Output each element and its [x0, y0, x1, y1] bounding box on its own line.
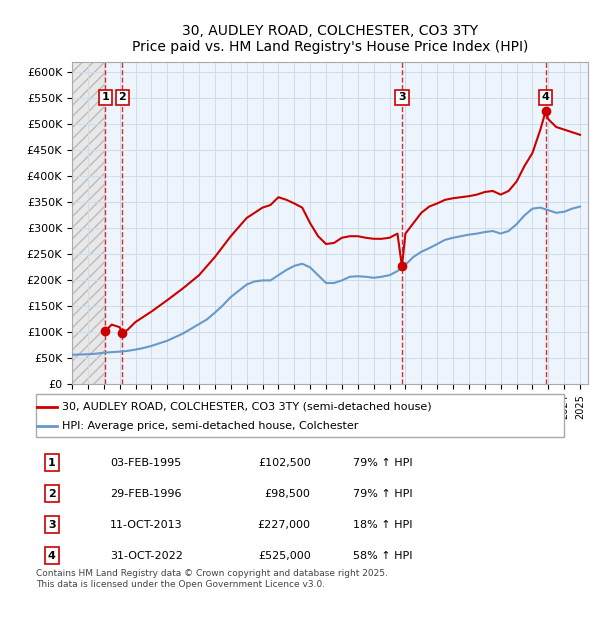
Text: 79% ↑ HPI: 79% ↑ HPI: [353, 489, 412, 498]
Text: 3: 3: [398, 92, 406, 102]
Text: 79% ↑ HPI: 79% ↑ HPI: [353, 458, 412, 467]
Title: 30, AUDLEY ROAD, COLCHESTER, CO3 3TY
Price paid vs. HM Land Registry's House Pri: 30, AUDLEY ROAD, COLCHESTER, CO3 3TY Pri…: [132, 24, 528, 54]
Text: £98,500: £98,500: [265, 489, 311, 498]
Text: 30, AUDLEY ROAD, COLCHESTER, CO3 3TY (semi-detached house): 30, AUDLEY ROAD, COLCHESTER, CO3 3TY (se…: [62, 402, 432, 412]
Text: 4: 4: [542, 92, 550, 102]
Text: 11-OCT-2013: 11-OCT-2013: [110, 520, 182, 529]
Text: 4: 4: [48, 551, 56, 560]
Text: 03-FEB-1995: 03-FEB-1995: [110, 458, 181, 467]
Text: 18% ↑ HPI: 18% ↑ HPI: [353, 520, 412, 529]
Text: 1: 1: [48, 458, 56, 467]
Text: £525,000: £525,000: [258, 551, 311, 560]
FancyBboxPatch shape: [36, 394, 564, 437]
Text: 29-FEB-1996: 29-FEB-1996: [110, 489, 181, 498]
Text: HPI: Average price, semi-detached house, Colchester: HPI: Average price, semi-detached house,…: [62, 421, 359, 432]
Text: 31-OCT-2022: 31-OCT-2022: [110, 551, 183, 560]
Text: 1: 1: [101, 92, 109, 102]
Text: 58% ↑ HPI: 58% ↑ HPI: [353, 551, 412, 560]
Text: 2: 2: [48, 489, 56, 498]
Text: Contains HM Land Registry data © Crown copyright and database right 2025.
This d: Contains HM Land Registry data © Crown c…: [36, 569, 388, 588]
Text: 3: 3: [48, 520, 56, 529]
Text: £227,000: £227,000: [257, 520, 311, 529]
Text: £102,500: £102,500: [258, 458, 311, 467]
Text: 2: 2: [118, 92, 126, 102]
